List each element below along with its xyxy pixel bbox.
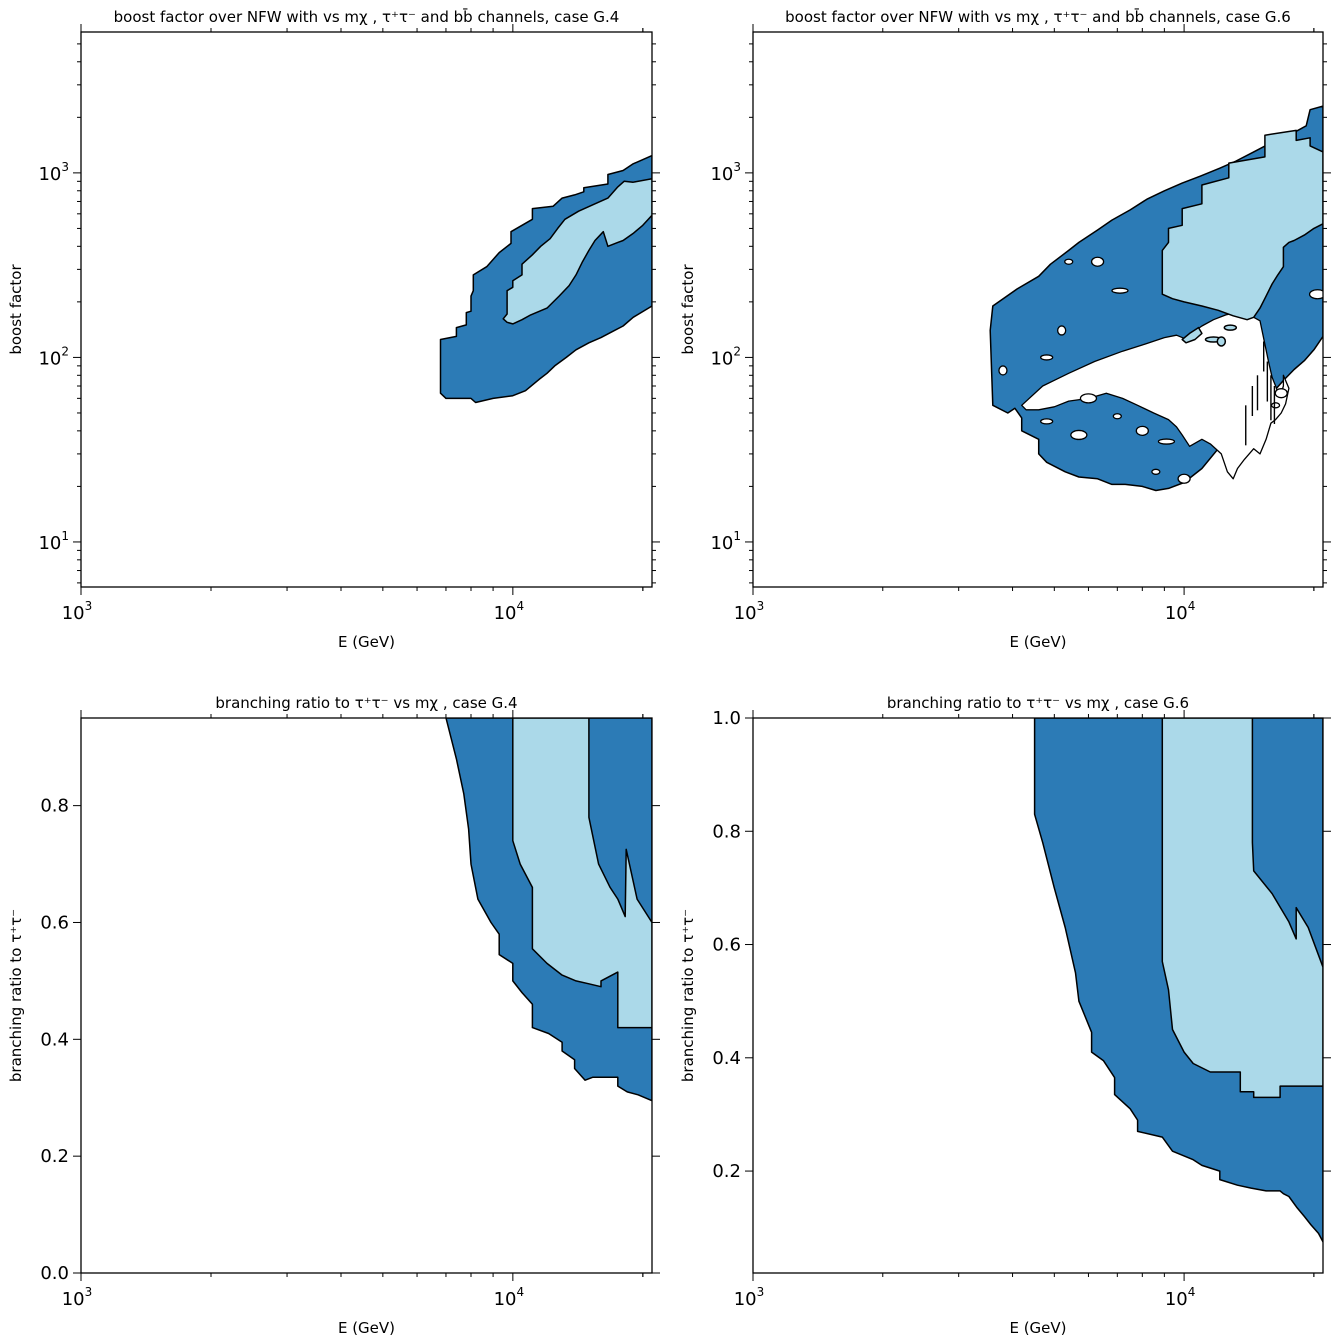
contour-island-16 (1223, 324, 1238, 331)
subplot-p2: 103 104 101 102 103 E (GeV) boost factor boost … (679, 7, 1331, 651)
y-axis-label: branching ratio to τ⁺τ⁻ (679, 909, 697, 1082)
contour-regions (989, 105, 1323, 492)
x-axis-label: E (GeV) (338, 1319, 395, 1337)
contour-regions (1033, 718, 1323, 1243)
contour-island-6 (1112, 413, 1122, 420)
x-axis-label: E (GeV) (338, 633, 395, 651)
y-axis-label: branching ratio to τ⁺τ⁻ (7, 909, 25, 1082)
x-tick-label: 104 (494, 599, 525, 624)
axes-frame (80, 31, 653, 588)
contour-island-4 (1040, 354, 1054, 361)
chart-title: boost factor over NFW with vs mχ , τ⁺τ⁻ … (785, 7, 1291, 26)
y-tick-label: 103 (710, 160, 741, 185)
y-tick-label: 103 (38, 160, 69, 185)
x-tick-label: 103 (62, 1285, 93, 1310)
contour-region-inner-1 (512, 718, 652, 1029)
contour-island-19 (1177, 473, 1191, 484)
y-tick-label: 0.6 (712, 935, 741, 956)
axes-frame (752, 717, 1324, 1274)
contour-region-inner-3 (1181, 326, 1203, 344)
contour-island-13 (1274, 388, 1288, 399)
y-tick-label: 0.4 (40, 1029, 69, 1050)
contour-regions (445, 718, 652, 1102)
contour-island-11 (1070, 429, 1088, 441)
contour-island-8 (1157, 438, 1176, 445)
contour-island-2 (1111, 287, 1129, 294)
axes-frame (752, 31, 1324, 588)
subplot-p4: 103 104 0.2 0.4 0.6 0.8 1.0 E (GeV) branching ra… (679, 694, 1331, 1337)
contour-region-inner-1 (502, 177, 652, 325)
y-tick-label: 0.2 (712, 1161, 741, 1182)
contour-island-17 (1308, 289, 1323, 300)
x-tick-label: 103 (734, 599, 765, 624)
y-tick-label: 102 (710, 344, 741, 369)
contour-island-3 (1057, 325, 1067, 336)
x-tick-label: 103 (734, 1285, 765, 1310)
y-tick-label: 0.6 (40, 912, 69, 933)
chart-title: branching ratio to τ⁺τ⁻ vs mχ , case G.6 (887, 694, 1189, 712)
contour-region-inner-2 (1161, 129, 1323, 321)
y-tick-label: 101 (710, 529, 741, 554)
y-tick-label: 0.8 (40, 796, 69, 817)
x-tick-label: 104 (1165, 1285, 1196, 1310)
axes-frame (80, 717, 653, 1274)
y-tick-label: 0.8 (712, 821, 741, 842)
contour-island-12 (1270, 402, 1281, 409)
x-axis-label: E (GeV) (1009, 633, 1066, 651)
contour-regions (439, 154, 652, 404)
subplot-p1: 103 104 101 102 103 E (GeV) boost factor boost … (7, 7, 660, 651)
y-axis-label: boost factor (7, 264, 25, 355)
contour-island-7 (1135, 425, 1149, 436)
x-tick-label: 104 (494, 1285, 525, 1310)
x-tick-label: 104 (1165, 599, 1196, 624)
y-tick-label: 0.2 (40, 1146, 69, 1167)
y-tick-label: 102 (38, 344, 69, 369)
y-tick-label: 0.0 (40, 1263, 69, 1284)
subplot-p3: 103 104 0.0 0.2 0.4 0.6 0.8 E (GeV) branching ra… (7, 694, 660, 1337)
x-tick-label: 103 (62, 599, 93, 624)
contour-island-18 (1151, 468, 1161, 475)
y-tick-label: 101 (38, 529, 69, 554)
chart-title: branching ratio to τ⁺τ⁻ vs mχ , case G.4 (215, 694, 517, 712)
chart-title: boost factor over NFW with vs mχ , τ⁺τ⁻ … (114, 7, 620, 26)
contour-island-9 (998, 365, 1008, 376)
contour-island-15 (1216, 336, 1227, 347)
y-tick-label: 0.4 (712, 1048, 741, 1069)
contour-island-10 (1040, 418, 1054, 425)
y-tick-label: 1.0 (712, 708, 741, 729)
contour-island-1 (1090, 256, 1105, 267)
y-axis-label: boost factor (679, 264, 697, 355)
contour-island-0 (1064, 258, 1074, 265)
x-axis-label: E (GeV) (1009, 1319, 1066, 1337)
contour-region-inner-1 (1161, 718, 1323, 1099)
contour-island-5 (1079, 393, 1098, 404)
